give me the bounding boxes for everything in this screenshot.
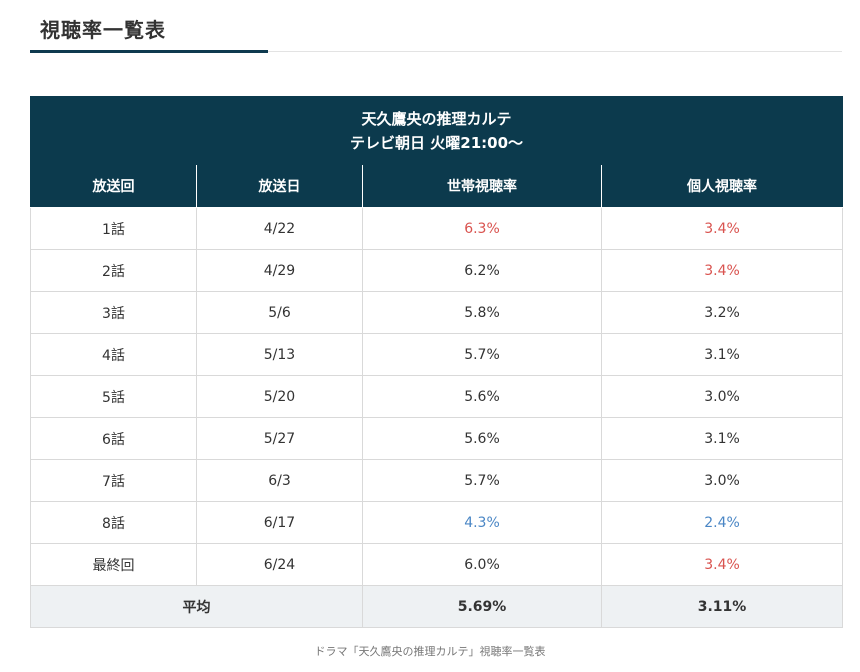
personal-rating-cell: 3.4%	[600, 249, 844, 292]
table-row: 6話 5/27 5.6% 3.1%	[30, 417, 844, 460]
episode-cell: 6話	[30, 417, 197, 460]
household-rating-cell: 5.7%	[362, 459, 602, 502]
episode-cell: 8話	[30, 501, 197, 544]
personal-rating-cell: 3.4%	[600, 207, 844, 250]
episode-cell: 7話	[30, 459, 197, 502]
average-row: 平均 5.69% 3.11%	[30, 585, 844, 628]
episode-cell: 3話	[30, 291, 197, 334]
table-row: 1話 4/22 6.3% 3.4%	[30, 207, 844, 250]
date-cell: 6/3	[196, 459, 363, 502]
column-header-personal-rating: 個人視聴率	[600, 164, 844, 208]
table-row: 7話 6/3 5.7% 3.0%	[30, 459, 844, 502]
personal-rating-cell: 3.1%	[600, 417, 844, 460]
date-cell: 5/20	[196, 375, 363, 418]
household-rating-cell: 5.8%	[362, 291, 602, 334]
personal-rating-cell: 3.4%	[600, 543, 844, 586]
average-personal-rating: 3.11%	[600, 585, 844, 628]
table-row: 2話 4/29 6.2% 3.4%	[30, 249, 844, 292]
household-rating-cell: 4.3%	[362, 501, 602, 544]
table-row: 3話 5/6 5.8% 3.2%	[30, 291, 844, 334]
ratings-table: 天久鷹央の推理カルテ テレビ朝日 火曜21:00〜 放送回 放送日 世帯視聴率 …	[29, 96, 844, 628]
average-household-rating: 5.69%	[362, 585, 602, 628]
household-rating-cell: 6.3%	[362, 207, 602, 250]
heading-divider	[30, 51, 842, 52]
household-rating-cell: 5.6%	[362, 375, 602, 418]
table-title: 天久鷹央の推理カルテ テレビ朝日 火曜21:00〜	[29, 96, 844, 165]
table-caption: ドラマ「天久鷹央の推理カルテ」視聴率一覧表	[314, 645, 546, 658]
table-title-slot: テレビ朝日 火曜21:00〜	[350, 133, 524, 152]
date-cell: 5/27	[196, 417, 363, 460]
date-cell: 6/17	[196, 501, 363, 544]
column-header-household-rating: 世帯視聴率	[362, 164, 602, 208]
table-row: 8話 6/17 4.3% 2.4%	[30, 501, 844, 544]
personal-rating-cell: 3.1%	[600, 333, 844, 376]
episode-cell: 5話	[30, 375, 197, 418]
table-row: 4話 5/13 5.7% 3.1%	[30, 333, 844, 376]
household-rating-cell: 5.6%	[362, 417, 602, 460]
heading-accent-bar	[30, 50, 268, 53]
household-rating-cell: 6.2%	[362, 249, 602, 292]
personal-rating-cell: 3.0%	[600, 459, 844, 502]
column-header-episode: 放送回	[30, 164, 197, 208]
date-cell: 4/22	[196, 207, 363, 250]
personal-rating-cell: 3.2%	[600, 291, 844, 334]
episode-cell: 最終回	[30, 543, 197, 586]
page-heading: 視聴率一覧表	[40, 18, 166, 42]
table-row: 最終回 6/24 6.0% 3.4%	[30, 543, 844, 586]
average-label: 平均	[30, 585, 363, 628]
date-cell: 5/6	[196, 291, 363, 334]
episode-cell: 1話	[30, 207, 197, 250]
personal-rating-cell: 3.0%	[600, 375, 844, 418]
table-row: 5話 5/20 5.6% 3.0%	[30, 375, 844, 418]
date-cell: 4/29	[196, 249, 363, 292]
column-header-date: 放送日	[196, 164, 363, 208]
personal-rating-cell: 2.4%	[600, 501, 844, 544]
household-rating-cell: 6.0%	[362, 543, 602, 586]
table-title-show: 天久鷹央の推理カルテ	[361, 109, 512, 128]
household-rating-cell: 5.7%	[362, 333, 602, 376]
episode-cell: 2話	[30, 249, 197, 292]
episode-cell: 4話	[30, 333, 197, 376]
date-cell: 6/24	[196, 543, 363, 586]
date-cell: 5/13	[196, 333, 363, 376]
